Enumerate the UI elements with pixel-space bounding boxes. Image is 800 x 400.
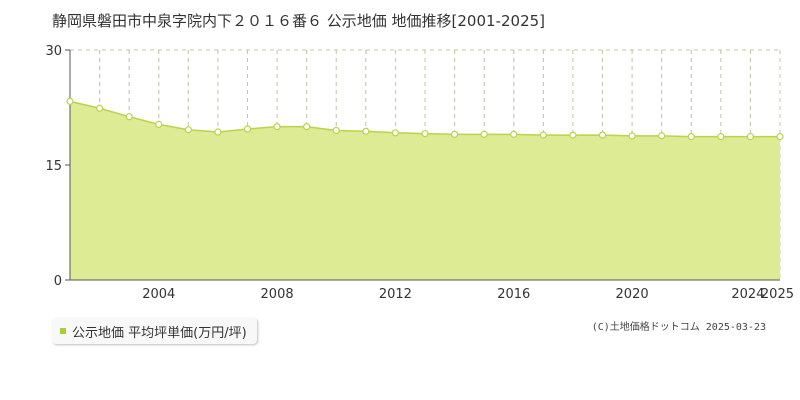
data-point <box>628 132 636 140</box>
x-tick-label: 2004 <box>142 287 175 302</box>
data-point <box>776 133 784 141</box>
data-point <box>66 97 74 105</box>
data-point <box>273 123 281 131</box>
data-point <box>687 133 695 141</box>
data-point <box>125 113 133 121</box>
page-title: 静岡県磐田市中泉字院内下２０１６番６ 公示地価 地価推移[2001-2025] <box>52 12 546 30</box>
credit-date: 2025-03-23 <box>705 322 766 333</box>
axes <box>65 49 780 281</box>
data-point <box>746 133 755 141</box>
data-point <box>184 126 192 134</box>
data-point <box>332 126 340 135</box>
area-series <box>69 100 780 280</box>
legend: 公示地価 平均坪単価(万円/坪) <box>52 318 257 344</box>
data-point <box>658 132 666 140</box>
data-point <box>391 129 400 137</box>
credit: (C)土地価格ドットコム 2025-03-23 <box>586 318 766 333</box>
x-tick-label: 2024 <box>731 287 764 302</box>
y-tick-label: 15 <box>45 159 62 174</box>
legend-label: 公示地価 平均坪単価(万円/坪) <box>72 325 247 341</box>
data-point <box>510 130 518 138</box>
x-tick-label: 2025 <box>761 287 794 302</box>
data-point <box>421 129 429 138</box>
y-tick-label: 0 <box>54 274 62 289</box>
series-area <box>70 101 780 280</box>
legend-swatch <box>60 328 66 334</box>
y-tick-label: 30 <box>45 44 62 59</box>
data-point <box>155 120 163 128</box>
x-tick-label: 2016 <box>497 287 530 302</box>
data-point <box>539 131 547 139</box>
data-point <box>214 128 222 136</box>
data-points <box>66 97 784 141</box>
data-point <box>450 130 459 138</box>
data-point <box>243 125 252 133</box>
x-tick-label: 2020 <box>616 287 649 302</box>
x-tick-label: 2012 <box>379 287 412 302</box>
data-point <box>95 104 104 112</box>
data-point <box>598 131 607 139</box>
credit-source: (C)土地価格ドットコム <box>591 322 700 333</box>
data-point <box>362 127 370 135</box>
data-point <box>303 123 311 131</box>
data-point <box>480 130 488 138</box>
x-tick-label: 2008 <box>261 287 294 302</box>
data-point <box>717 133 725 141</box>
data-point <box>569 131 577 139</box>
